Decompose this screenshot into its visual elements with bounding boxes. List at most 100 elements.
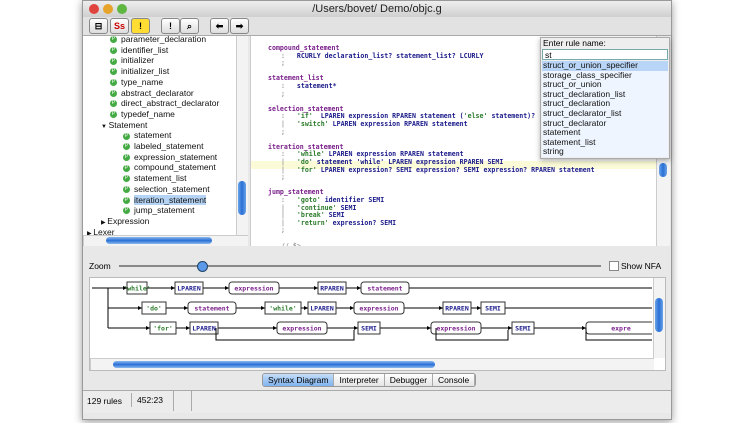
suggestion-item[interactable]: struct_or_union: [543, 79, 602, 90]
suggestion-item[interactable]: struct_declarator: [543, 117, 607, 128]
suggestion-item[interactable]: struct_declarator_list: [543, 107, 622, 118]
code-line: ;: [281, 226, 285, 234]
code-token: |: [281, 211, 297, 220]
find-button[interactable]: ⌕: [180, 18, 199, 34]
code-token: |: [281, 203, 297, 212]
diagram-node-label: RPAREN: [445, 305, 469, 313]
popup-title: Enter rule name:: [543, 38, 606, 48]
arrow-icon: [304, 306, 308, 310]
suggestion-item[interactable]: struct_or_union_specifier: [542, 60, 668, 71]
diagram-node-label: expression: [359, 305, 398, 313]
code-token: :: [281, 196, 297, 204]
tree-item-label: identifier_list: [121, 44, 169, 55]
tree-group[interactable]: ▶ Expression: [101, 216, 149, 226]
suggestion-item[interactable]: statement: [543, 127, 581, 138]
code-token: expression? SEMI: [328, 218, 397, 227]
code-line: ;: [281, 128, 285, 136]
parser-rule-icon: P: [110, 36, 117, 44]
diagram-node-label: LPAREN: [192, 325, 216, 333]
code-line: | 'return' expression? SEMI: [281, 219, 396, 227]
tree-group[interactable]: ▼ Statement: [101, 120, 147, 130]
close-button[interactable]: [89, 4, 99, 14]
scroll-thumb[interactable]: [106, 237, 212, 244]
zoom-label: Zoom: [89, 261, 111, 271]
disclosure-closed-icon[interactable]: ▶: [101, 219, 108, 226]
ambiguity-button[interactable]: !: [161, 18, 180, 34]
suggestion-item[interactable]: string: [543, 146, 564, 157]
arrow-icon: [123, 286, 127, 290]
warning-button[interactable]: !: [131, 18, 150, 34]
tab-interpreter[interactable]: Interpreter: [334, 374, 385, 386]
cursor-position: 452:23: [131, 393, 163, 407]
suggestion-item[interactable]: statement_list: [543, 136, 596, 147]
scroll-thumb[interactable]: [113, 361, 435, 368]
back-button[interactable]: ⬅: [210, 18, 229, 34]
code-token: SEMI: [324, 211, 345, 220]
suggestion-item[interactable]: struct_declaration_list: [543, 88, 626, 99]
code-line: : 'while' LPAREN expression RPAREN state…: [281, 150, 464, 158]
diagram-node-label: 'while': [269, 305, 296, 313]
tree-vertical-scrollbar[interactable]: [236, 36, 248, 235]
arrow-icon: [354, 326, 358, 330]
forward-button[interactable]: ➡: [230, 18, 249, 34]
arrow-icon: [261, 306, 265, 310]
tree-horizontal-scrollbar[interactable]: [83, 235, 248, 246]
arrow-icon: [427, 326, 431, 330]
tree-button[interactable]: ⊟: [89, 18, 108, 34]
code-token: LPAREN expression RPAREN statement: [324, 150, 464, 159]
show-nfa-label: Show NFA: [621, 261, 662, 271]
code-token: // $>: [281, 241, 301, 246]
scroll-thumb[interactable]: [655, 298, 663, 332]
tab-syntax-diagram[interactable]: Syntax Diagram: [263, 374, 335, 386]
zoom-button[interactable]: [117, 4, 127, 14]
diagram-node-label: SEMI: [485, 305, 501, 313]
disclosure-closed-icon[interactable]: ▶: [87, 230, 94, 235]
suggestion-item[interactable]: struct_declaration: [543, 98, 611, 109]
suggestion-item[interactable]: storage_class_specifier: [543, 69, 632, 80]
scroll-thumb[interactable]: [659, 163, 667, 177]
parser-rule-icon: P: [110, 79, 117, 87]
diagram-vertical-scrollbar[interactable]: [653, 278, 665, 358]
code-token: SEMI: [336, 203, 357, 212]
diagram-horizontal-scrollbar[interactable]: [90, 358, 654, 370]
tab-console[interactable]: Console: [433, 374, 476, 386]
code-token: statement 'while' LPAREN expression RPAR…: [312, 158, 504, 166]
diagram-node-label: expression: [436, 325, 475, 333]
tree-group[interactable]: ▶ Lexer: [87, 227, 115, 235]
show-nfa-checkbox[interactable]: [609, 261, 619, 271]
forward-arrow-icon: ➡: [235, 21, 244, 31]
scroll-thumb[interactable]: [238, 181, 246, 215]
zoom-slider-knob[interactable]: [196, 261, 208, 272]
rule-name-input[interactable]: [542, 49, 668, 60]
tree-item-label: Statement: [108, 119, 148, 130]
tab-debugger[interactable]: Debugger: [384, 374, 434, 386]
zoom-slider[interactable]: [119, 261, 601, 272]
syntax-diagram: 'while' LPAREN expression RPAREN statement 'd…: [89, 277, 666, 371]
minimize-button[interactable]: [103, 4, 113, 14]
code-token: LPAREN expression RPAREN statement: [328, 120, 468, 128]
arrow-icon: [439, 306, 443, 310]
code-line: // $>: [281, 242, 301, 246]
code-line: | 'break' SEMI: [281, 211, 345, 219]
code-token: jump_statement: [268, 188, 324, 197]
code-token: :: [281, 112, 297, 121]
syntax-button[interactable]: Ss: [110, 18, 129, 34]
diagram-node-label: 'while': [123, 285, 150, 293]
disclosure-open-icon[interactable]: ▼: [101, 123, 109, 130]
